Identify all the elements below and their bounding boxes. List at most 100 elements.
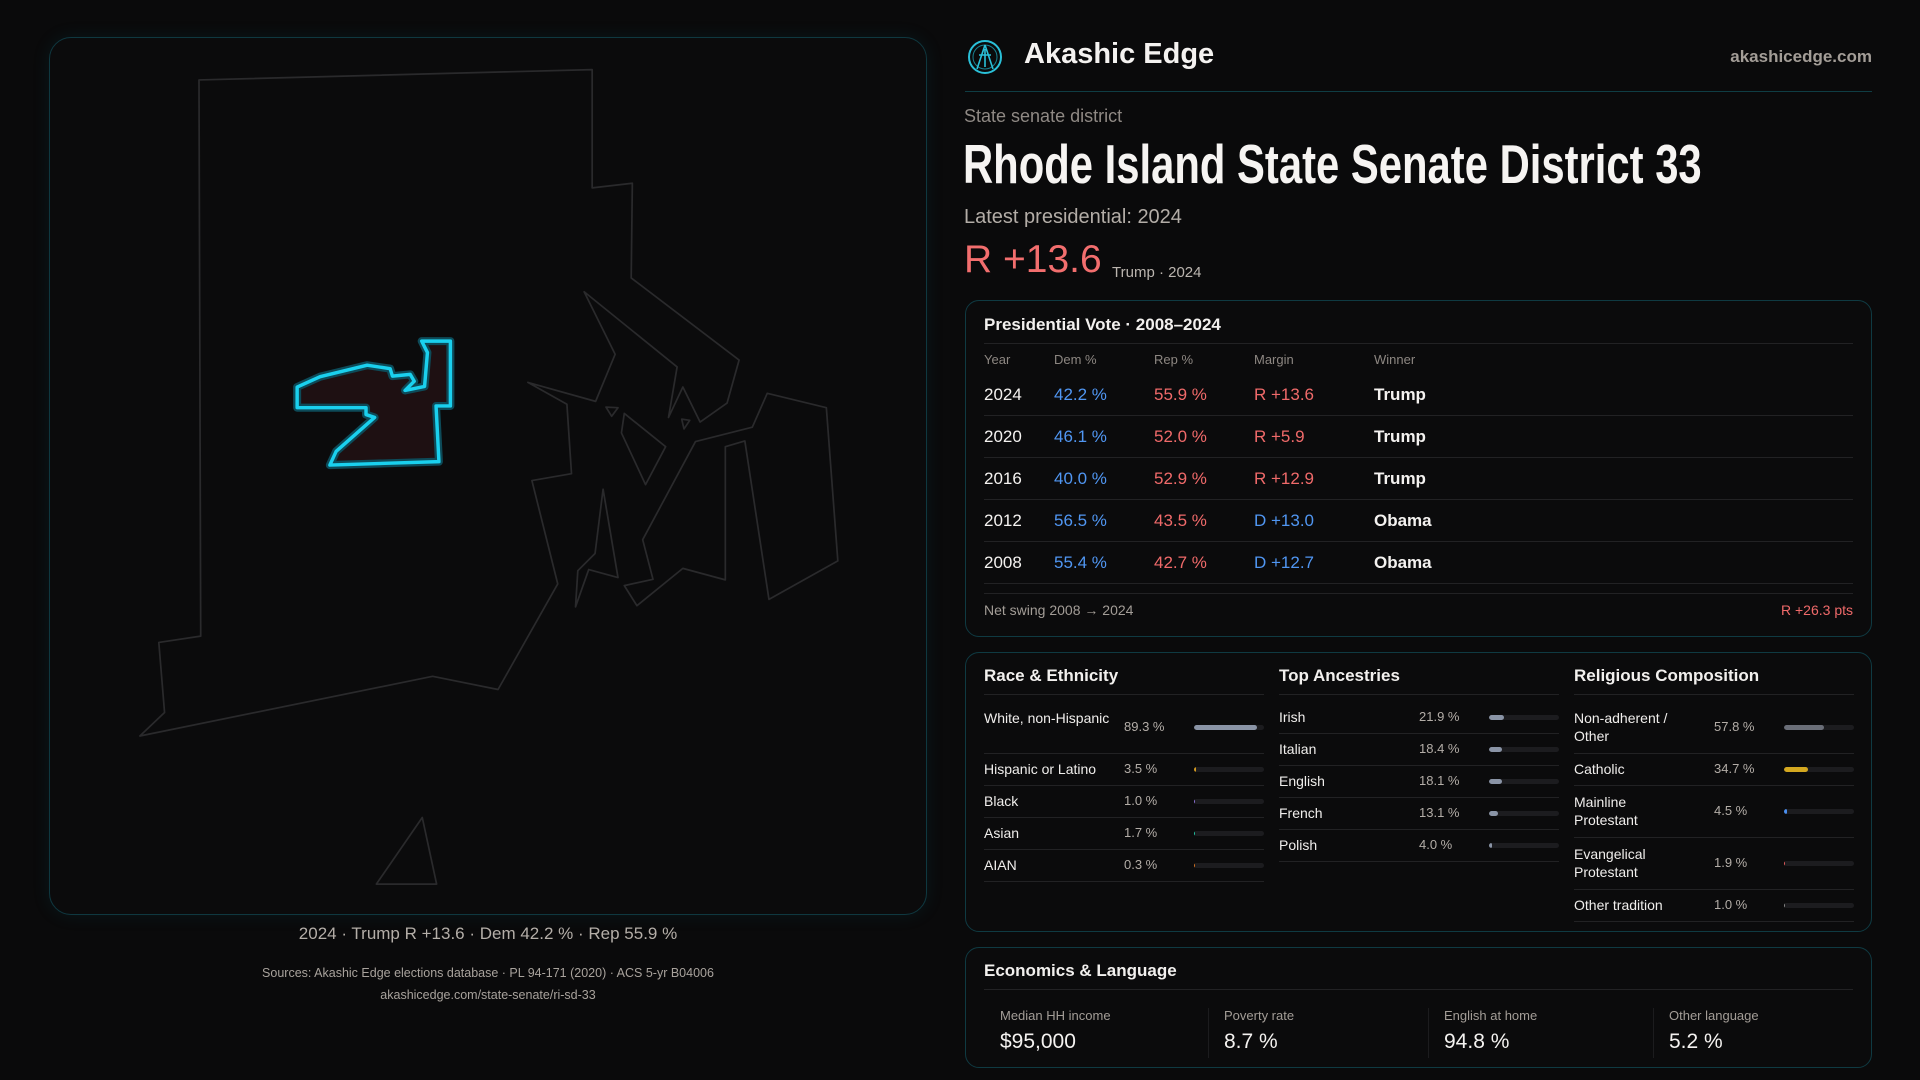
share-bar-fill xyxy=(1194,767,1197,772)
latest-presidential: Latest presidential: 2024 xyxy=(964,206,1182,228)
akashic-edge-logo-icon xyxy=(968,40,1002,74)
row-year: 2024 xyxy=(984,385,1022,404)
row-value: 3.5 % xyxy=(1124,761,1158,776)
share-bar-fill xyxy=(1784,903,1785,908)
share-bar xyxy=(1784,903,1854,908)
row-label: English xyxy=(1279,773,1325,789)
row-label: Catholic xyxy=(1574,761,1625,777)
row-value: 0.3 % xyxy=(1124,857,1158,872)
site-link[interactable]: akashicedge.com xyxy=(1730,47,1872,66)
row-value: 18.4 % xyxy=(1419,741,1460,756)
stat-value: 5.2 % xyxy=(1669,1030,1723,1053)
row-winner: Obama xyxy=(1374,553,1432,572)
row-margin: R +13.6 xyxy=(1254,385,1315,404)
row-dem: 46.1 % xyxy=(1054,427,1107,446)
share-bar-fill xyxy=(1194,799,1195,804)
permalink[interactable]: akashicedge.com/state-senate/ri-sd-33 xyxy=(380,988,596,1002)
row-label: Evangelical Protestant xyxy=(1574,846,1646,880)
net-swing-label: Net swing 2008 → 2024 xyxy=(984,602,1134,618)
row-year: 2016 xyxy=(984,469,1022,488)
card-title: Economics & Language xyxy=(984,961,1177,980)
share-bar-fill xyxy=(1194,725,1257,730)
sources-text: Sources: Akashic Edge elections database… xyxy=(262,966,714,980)
share-bar-fill xyxy=(1784,767,1809,772)
stat-value: 8.7 % xyxy=(1224,1030,1278,1053)
row-label: Hispanic or Latino xyxy=(984,761,1097,777)
col-dem: Dem % xyxy=(1054,352,1097,367)
section-title: Top Ancestries xyxy=(1279,666,1400,685)
latest-margin: R +13.6 xyxy=(964,238,1102,281)
row-winner: Trump xyxy=(1374,427,1426,446)
latest-margin-sub: Trump · 2024 xyxy=(1112,264,1202,281)
island-shape xyxy=(574,488,619,608)
row-label: Other tradition xyxy=(1574,897,1663,913)
row-dem: 40.0 % xyxy=(1054,469,1107,488)
row-value: 1.0 % xyxy=(1124,793,1158,808)
share-bar-fill xyxy=(1489,843,1492,848)
island-shape xyxy=(680,418,691,430)
row-value: 13.1 % xyxy=(1419,805,1460,820)
row-winner: Obama xyxy=(1374,511,1432,530)
share-bar-fill xyxy=(1489,747,1502,752)
stat-label: Median HH income xyxy=(1000,1008,1111,1023)
page-title: Rhode Island State Senate District 33 xyxy=(963,133,1702,195)
row-value: 34.7 % xyxy=(1714,761,1755,776)
share-bar xyxy=(1489,811,1559,816)
row-label: French xyxy=(1279,805,1323,821)
row-label: White, non-Hispanic xyxy=(984,710,1110,726)
share-bar-fill xyxy=(1489,715,1505,720)
section-title: Race & Ethnicity xyxy=(984,666,1119,685)
row-dem: 56.5 % xyxy=(1054,511,1107,530)
row-value: 1.9 % xyxy=(1714,855,1748,870)
row-rep: 42.7 % xyxy=(1154,553,1207,572)
demographics-card: Race & Ethnicity White, non-Hispanic 89.… xyxy=(965,652,1872,932)
stat-label: English at home xyxy=(1444,1008,1538,1023)
presidential-vote-card: Presidential Vote · 2008–2024 Year Dem %… xyxy=(965,300,1872,637)
col-year: Year xyxy=(984,352,1011,367)
row-label: Polish xyxy=(1279,837,1318,853)
share-bar xyxy=(1489,779,1559,784)
row-value: 4.0 % xyxy=(1419,837,1453,852)
share-bar xyxy=(1194,799,1264,804)
share-bar xyxy=(1194,767,1264,772)
share-bar-fill xyxy=(1784,861,1786,866)
district-type: State senate district xyxy=(964,106,1123,126)
row-year: 2008 xyxy=(984,553,1022,572)
row-value: 21.9 % xyxy=(1419,709,1460,724)
row-rep: 52.9 % xyxy=(1154,469,1207,488)
row-value: 57.8 % xyxy=(1714,719,1755,734)
col-rep: Rep % xyxy=(1154,352,1194,367)
stat-label: Other language xyxy=(1669,1008,1759,1023)
row-label: AIAN xyxy=(984,857,1017,873)
stat-value: $95,000 xyxy=(1000,1030,1076,1053)
row-rep: 52.0 % xyxy=(1154,427,1207,446)
row-value: 18.1 % xyxy=(1419,773,1460,788)
share-bar-fill xyxy=(1784,725,1825,730)
card-title: Presidential Vote · 2008–2024 xyxy=(984,315,1221,334)
section-title: Religious Composition xyxy=(1574,666,1760,685)
row-winner: Trump xyxy=(1374,385,1426,404)
share-bar xyxy=(1489,715,1559,720)
stat-value: 94.8 % xyxy=(1444,1030,1510,1053)
share-bar xyxy=(1784,725,1854,730)
row-label: Mainline Protestant xyxy=(1574,794,1638,828)
net-swing-value: R +26.3 pts xyxy=(1781,602,1853,618)
row-margin: D +13.0 xyxy=(1254,511,1315,530)
share-bar xyxy=(1784,861,1854,866)
share-bar xyxy=(1489,843,1559,848)
share-bar xyxy=(1784,767,1854,772)
row-rep: 43.5 % xyxy=(1154,511,1207,530)
row-value: 1.7 % xyxy=(1124,825,1158,840)
state-outline xyxy=(139,68,740,737)
share-bar xyxy=(1784,809,1854,814)
row-rep: 55.9 % xyxy=(1154,385,1207,404)
col-winner: Winner xyxy=(1374,352,1416,367)
row-label: Non-adherent / Other xyxy=(1574,710,1668,744)
row-dem: 55.4 % xyxy=(1054,553,1107,572)
island-shape xyxy=(605,406,619,418)
stat-label: Poverty rate xyxy=(1224,1008,1295,1023)
row-label: Asian xyxy=(984,825,1020,841)
share-bar-fill xyxy=(1489,779,1502,784)
district-map[interactable] xyxy=(40,30,940,930)
col-margin: Margin xyxy=(1254,352,1294,367)
